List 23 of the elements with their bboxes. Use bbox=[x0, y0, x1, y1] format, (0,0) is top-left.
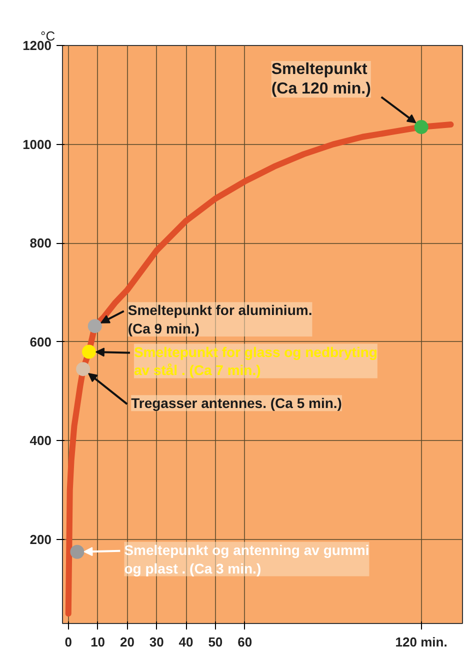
y-tick-label: 200 bbox=[30, 532, 52, 548]
annotation: Smeltepunkt for aluminium. (Ca 9 min.) bbox=[128, 302, 312, 336]
annotation: Smeltepunkt (Ca 120 min.) bbox=[271, 61, 371, 98]
x-tick-label: 120 min. bbox=[395, 634, 448, 650]
x-tick-label: 60 bbox=[238, 634, 252, 650]
x-tick-label: 30 bbox=[149, 634, 164, 650]
point bbox=[414, 120, 428, 134]
x-tick-label: 50 bbox=[208, 634, 223, 650]
annotation: Smeltepunkt for glass og nedbryting av stål . (Ca 7 min.) bbox=[134, 344, 378, 378]
x-tick-label: 10 bbox=[90, 634, 106, 650]
annotation: Tregasser antennes. (Ca 5 min.) bbox=[131, 395, 342, 412]
point bbox=[76, 362, 90, 376]
y-tick-label: 400 bbox=[30, 433, 52, 448]
x-tick-label: 20 bbox=[120, 634, 134, 650]
x-tick-label: 40 bbox=[178, 634, 194, 650]
point bbox=[70, 544, 84, 559]
x-tick-label: 0 bbox=[64, 634, 72, 650]
point bbox=[88, 319, 102, 334]
point bbox=[82, 344, 96, 359]
y-tick-label: 800 bbox=[30, 236, 52, 251]
annotation: Smeltepunkt og antenning av gummi og plast . (Ca 3 min.) bbox=[124, 542, 370, 576]
y-tick-label: 600 bbox=[30, 334, 52, 350]
y-tick-label: 1000 bbox=[22, 136, 52, 152]
